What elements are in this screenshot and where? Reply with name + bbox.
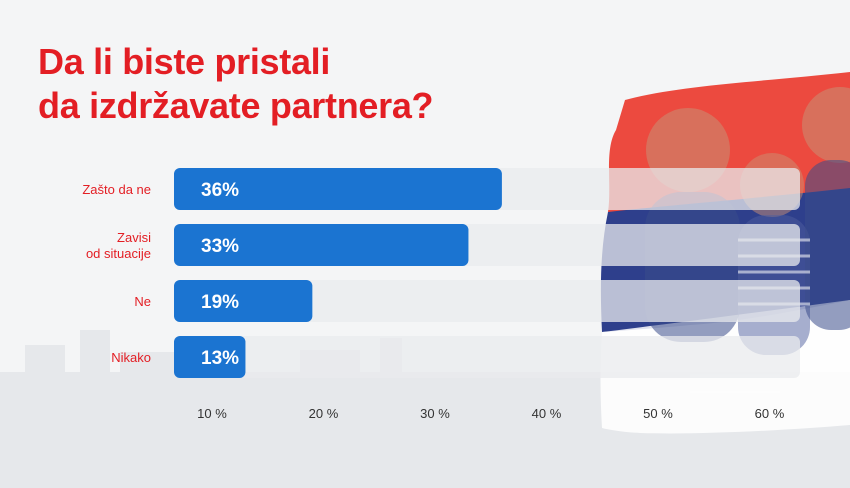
bar-value-label: 19% xyxy=(201,292,239,313)
x-tick-label: 40 % xyxy=(532,406,562,421)
bar-4 xyxy=(174,336,246,378)
bar-1 xyxy=(174,168,502,210)
category-label: Zavisi xyxy=(117,230,151,245)
bar-3 xyxy=(174,280,313,322)
bar-value-label: 13% xyxy=(201,348,239,369)
category-label: od situacije xyxy=(86,246,151,261)
person-body-3 xyxy=(805,160,850,330)
bar-track xyxy=(174,280,800,322)
x-tick-label: 30 % xyxy=(420,406,450,421)
x-tick-label: 10 % xyxy=(197,406,227,421)
category-label: Ne xyxy=(134,294,151,309)
bar-track xyxy=(174,336,800,378)
category-label: Zašto da ne xyxy=(82,182,151,197)
bar-value-label: 36% xyxy=(201,180,239,201)
page-title: Da li biste pristali da izdržavate partn… xyxy=(38,40,434,128)
category-label: Nikako xyxy=(111,350,151,365)
bar-2 xyxy=(174,224,469,266)
bar-value-label: 33% xyxy=(201,236,239,257)
x-tick-label: 60 % xyxy=(755,406,785,421)
title-line-2: da izdržavate partnera? xyxy=(38,85,434,126)
x-tick-label: 50 % xyxy=(643,406,673,421)
title-line-1: Da li biste pristali xyxy=(38,41,331,82)
person-head-3 xyxy=(802,87,850,163)
x-tick-label: 20 % xyxy=(309,406,339,421)
